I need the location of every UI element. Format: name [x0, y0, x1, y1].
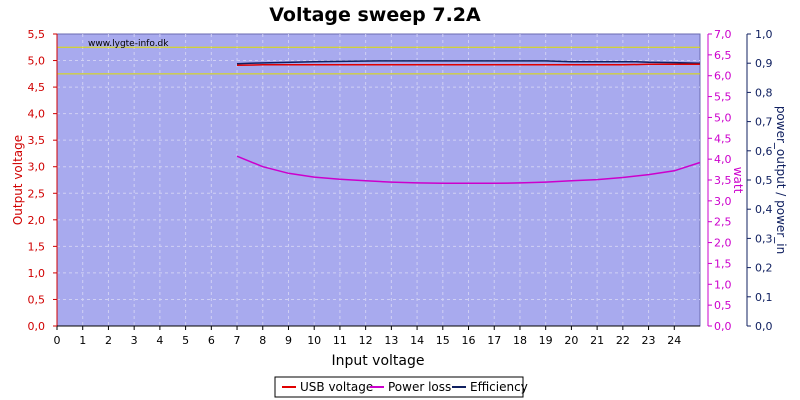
x-tick-label: 6: [208, 334, 215, 347]
y-left-tick-label: 3,0: [28, 161, 46, 174]
y-left-tick-label: 4,0: [28, 108, 46, 121]
y-right1-tick-label: 7,0: [714, 28, 732, 41]
x-tick-label: 8: [259, 334, 266, 347]
y-right1-tick-label: 2,0: [714, 237, 732, 250]
legend-label-power-loss: Power loss: [388, 380, 451, 394]
series-line-efficiency: [236, 60, 701, 65]
y-right1-tick-label: 2,5: [714, 216, 732, 229]
y-left-tick-label: 1,5: [28, 240, 46, 253]
x-tick-label: 0: [54, 334, 61, 347]
x-axis-label: Input voltage: [331, 353, 424, 369]
y-right2-tick-label: 0,9: [755, 57, 773, 70]
y-left-tick-label: 3,5: [28, 134, 46, 147]
plot-area: [56, 33, 701, 327]
x-tick-label: 14: [410, 334, 424, 347]
y-right2-tick-label: 0,7: [755, 116, 773, 129]
y-right2-tick-label: 0,0: [755, 320, 773, 333]
y-left-tick-label: 0,5: [28, 293, 46, 306]
x-tick-label: 19: [539, 334, 553, 347]
y-left-tick-label: 2,5: [28, 187, 46, 200]
y-right2-tick-label: 0,3: [755, 232, 773, 245]
y-right2-tick-label: 0,8: [755, 86, 773, 99]
x-tick-label: 24: [667, 334, 681, 347]
series-group: [236, 60, 701, 185]
legend: USB voltage Power loss Efficiency: [274, 376, 528, 398]
y-left-tick-label: 0,0: [28, 320, 46, 333]
y-left-tick-label: 4,5: [28, 81, 46, 94]
x-tick-label: 9: [285, 334, 292, 347]
series-line-usb-voltage: [236, 63, 700, 67]
y-right1-tick-label: 4,5: [714, 132, 732, 145]
x-tick-label: 23: [642, 334, 656, 347]
legend-label-efficiency: Efficiency: [470, 380, 528, 394]
x-tick-label: 11: [333, 334, 347, 347]
x-tick-labels: 0 1 2 3 4 5 6 7 8 9 10 11 12 13 14 15 16 17 18 19 20 21 22 23 24: [54, 326, 681, 347]
x-tick-label: 10: [307, 334, 321, 347]
x-tick-label: 22: [616, 334, 630, 347]
y-right1-tick-labels: 0,0 0,5 1,0 1,5 2,0 2,5 3,0 3,5 4,0 4,5 5,0 5,5 6,0 6…: [708, 28, 732, 333]
y-right1-tick-label: 5,0: [714, 111, 732, 124]
y-right1-tick-label: 6,5: [714, 49, 732, 62]
y-right2-axis-label: power_output / power_in: [774, 106, 788, 254]
reference-lines: [57, 46, 700, 75]
watermark: www.lygte-info.dk: [88, 39, 169, 49]
y-right2-tick-label: 0,4: [755, 203, 773, 216]
y-left-tick-label: 2,0: [28, 214, 46, 227]
y-right2-tick-label: 0,6: [755, 145, 773, 158]
y-right1-tick-label: 6,0: [714, 70, 732, 83]
x-tick-label: 21: [590, 334, 604, 347]
y-right1-axis-label: watt: [731, 167, 745, 194]
y-left-tick-labels: 0,0 0,5 1,0 1,5 2,0 2,5 3,0 3,5 4,0 4,5 5,0 5,5: [28, 28, 57, 333]
x-tick-label: 4: [156, 334, 163, 347]
y-right1-tick-label: 5,5: [714, 91, 732, 104]
chart-title: Voltage sweep 7.2A: [269, 4, 481, 26]
y-right1-tick-label: 1,5: [714, 257, 732, 270]
y-right2-tick-label: 1,0: [755, 28, 773, 41]
y-right2-tick-labels: 0,0 0,1 0,2 0,3 0,4 0,5 0,6 0,7 0,8 0,9 1,0: [747, 28, 773, 333]
y-left-tick-label: 5,0: [28, 55, 46, 68]
legend-label-usb-voltage: USB voltage: [300, 380, 373, 394]
x-tick-label: 2: [105, 334, 112, 347]
y-left-tick-label: 1,0: [28, 267, 46, 280]
y-left-axis-label: Output voltage: [11, 135, 25, 225]
y-right1-tick-label: 1,0: [714, 278, 732, 291]
x-tick-label: 3: [131, 334, 138, 347]
x-tick-label: 13: [384, 334, 398, 347]
y-right2-tick-label: 0,1: [755, 291, 773, 304]
x-tick-label: 15: [436, 334, 450, 347]
y-left-tick-label: 5,5: [28, 28, 46, 41]
x-tick-label: 17: [487, 334, 501, 347]
x-tick-label: 18: [513, 334, 527, 347]
y-right1-tick-label: 0,0: [714, 320, 732, 333]
x-tick-label: 5: [182, 334, 189, 347]
x-tick-label: 1: [79, 334, 86, 347]
x-tick-label: 20: [564, 334, 578, 347]
y-right2-tick-label: 0,2: [755, 262, 773, 275]
x-tick-label: 12: [359, 334, 373, 347]
series-line-power-loss: [236, 155, 701, 185]
legend-box: [274, 376, 524, 398]
y-right1-tick-label: 3,0: [714, 195, 732, 208]
y-right1-tick-label: 0,5: [714, 299, 732, 312]
y-right2-tick-label: 0,5: [755, 174, 773, 187]
y-right1-tick-label: 3,5: [714, 174, 732, 187]
x-tick-label: 7: [234, 334, 241, 347]
y-right1-tick-label: 4,0: [714, 153, 732, 166]
x-tick-label: 16: [462, 334, 476, 347]
